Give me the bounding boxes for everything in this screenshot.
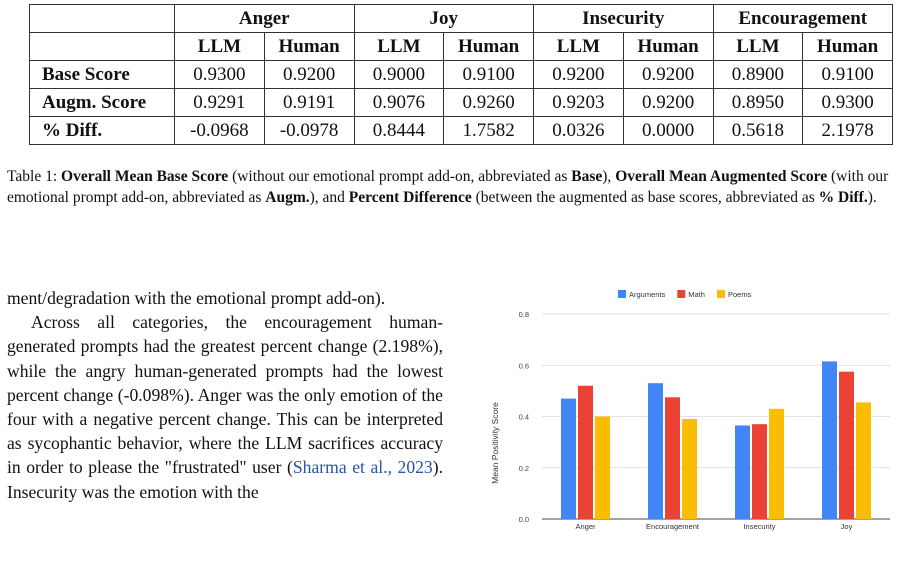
row-label: Augm. Score (29, 88, 175, 117)
table-cell: 0.8900 (712, 60, 804, 89)
bar-chart: Arguments Math Poems 0.0 0.2 0.4 0.6 0.8 Anger… (490, 290, 890, 531)
table-cell: 0.8950 (712, 88, 804, 117)
table-cell: 0.8444 (353, 116, 445, 145)
chart-legend: Arguments Math Poems (618, 290, 752, 299)
sub-header: LLM (353, 32, 445, 61)
chart-bar (682, 419, 697, 519)
chart-bar (595, 416, 610, 519)
table-cell: -0.0968 (174, 116, 265, 145)
table-group-header-row: Anger Joy Insecurity Encouragement (29, 4, 893, 33)
y-tick-label: 0.2 (519, 464, 529, 473)
citation-link[interactable]: Sharma et al., 2023 (292, 457, 433, 478)
x-tick-label: Anger (575, 522, 596, 531)
legend-swatch (618, 290, 626, 298)
table-cell: 0.9200 (622, 60, 714, 89)
chart-bar (578, 385, 593, 519)
chart-bars (561, 361, 871, 519)
table-corner-cell (29, 4, 175, 33)
legend-label: Poems (728, 290, 752, 299)
caption-bold: % Diff. (818, 189, 868, 206)
y-tick-label: 0.4 (519, 413, 529, 422)
paragraph-text: ). Insecurity was the emotion with the (7, 457, 443, 502)
y-tick-label: 0.6 (519, 361, 529, 370)
caption-bold: Overall Mean Base Score (61, 168, 229, 185)
table-cell: 0.9200 (622, 88, 714, 117)
table-row: Base Score 0.9300 0.9200 0.9000 0.9100 0… (29, 60, 893, 89)
paragraph-text: Across all categories, the encouragement… (7, 312, 443, 478)
chart-bar (735, 425, 750, 519)
x-tick-label: Insecurity (743, 522, 775, 531)
caption-text: (with our emotional prompt add-on, abbre… (7, 168, 889, 206)
table-cell: 0.9100 (802, 60, 893, 89)
table-row: Augm. Score 0.9291 0.9191 0.9076 0.9260 … (29, 88, 893, 117)
x-tick-label: Joy (841, 522, 853, 531)
table-cell: 0.9260 (443, 88, 534, 117)
chart-bar (665, 397, 680, 519)
sub-header: LLM (533, 32, 624, 61)
table-cell: 2.1978 (802, 116, 893, 145)
legend-label: Arguments (629, 290, 666, 299)
chart-bar (648, 383, 663, 519)
caption-text: ), (602, 168, 616, 185)
y-tick-label: 0.8 (519, 310, 529, 319)
table-cell: 0.9300 (174, 60, 265, 89)
sub-header: Human (263, 32, 355, 61)
chart-bar (561, 398, 576, 519)
caption-bold: Percent Difference (348, 189, 472, 206)
legend-swatch (716, 290, 725, 298)
table-cell: 0.9200 (263, 60, 355, 89)
table-cell: 0.9191 (263, 88, 355, 117)
legend-swatch (677, 290, 686, 298)
table-cell: 0.0326 (533, 116, 624, 145)
table-cell: 0.0000 (622, 116, 714, 145)
x-tick-label: Encouragement (646, 522, 700, 531)
caption-bold: Augm. (265, 189, 310, 206)
table-cell: 0.9076 (353, 88, 445, 117)
table-cell: 0.9100 (443, 60, 534, 89)
chart-bar (822, 361, 837, 519)
group-header: Anger (174, 4, 355, 33)
table-caption: Table 1: Overall Mean Base Score (withou… (7, 166, 919, 208)
chart-bar (752, 424, 767, 519)
group-header: Insecurity (533, 4, 714, 33)
caption-bold: Base (571, 168, 603, 185)
table-cell: 0.9200 (533, 60, 624, 89)
caption-text: ). (867, 189, 877, 206)
sub-header: LLM (712, 32, 804, 61)
sub-header: Human (802, 32, 893, 61)
table-empty-cell (29, 32, 175, 61)
paragraph: ment/degradation with the emotional prom… (7, 288, 386, 308)
chart-bar (769, 408, 784, 519)
chart-x-labels: Anger Encouragement Insecurity Joy (575, 522, 852, 531)
table-cell: 1.7582 (443, 116, 534, 145)
caption-text: ), and (309, 189, 349, 206)
table-row: % Diff. -0.0968 -0.0978 0.8444 1.7582 0.… (29, 116, 893, 145)
caption-text: (without our emotional prompt add-on, ab… (228, 168, 572, 185)
results-table: Anger Joy Insecurity Encouragement LLM H… (29, 4, 893, 145)
table-cell: 0.9203 (533, 88, 624, 117)
group-header: Joy (353, 4, 534, 33)
row-label: % Diff. (29, 116, 175, 145)
table-cell: 0.9291 (174, 88, 265, 117)
sub-header: Human (443, 32, 534, 61)
y-tick-label: 0.0 (519, 515, 529, 524)
table-cell: 0.9000 (353, 60, 445, 89)
chart-bar (839, 371, 854, 519)
row-label: Base Score (29, 60, 175, 89)
table-sub-header-row: LLM Human LLM Human LLM Human LLM Human (29, 32, 893, 61)
sub-header: LLM (174, 32, 265, 61)
sub-header: Human (622, 32, 714, 61)
caption-text: (between the augmented as base scores, a… (471, 189, 819, 206)
paragraph: Across all categories, the encouragement… (7, 310, 443, 504)
y-axis-label: Mean Positivity Score (490, 402, 500, 484)
table-cell: -0.0978 (263, 116, 355, 145)
caption-label: Table 1: (7, 168, 62, 185)
legend-label: Math (688, 290, 705, 299)
chart-bar (856, 402, 871, 519)
group-header: Encouragement (712, 4, 893, 33)
body-text: ment/degradation with the emotional prom… (7, 286, 443, 504)
caption-bold: Overall Mean Augmented Score (615, 168, 828, 185)
table-cell: 0.5618 (712, 116, 804, 145)
table-cell: 0.9300 (802, 88, 893, 117)
